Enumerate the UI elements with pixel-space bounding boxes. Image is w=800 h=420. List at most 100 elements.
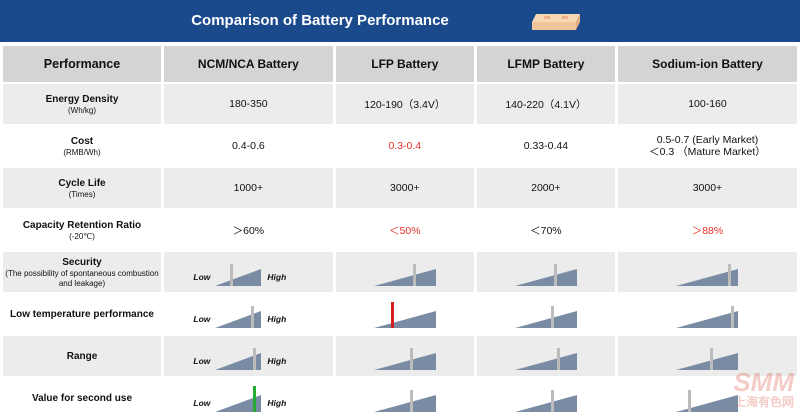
table-cell: 180-350 <box>164 84 333 124</box>
table-row: Low temperature performance Low High <box>3 294 797 334</box>
table-row: Security (The possibility of spontaneous … <box>3 252 797 292</box>
gauge-wedge <box>215 395 262 412</box>
gauge-wedge <box>514 311 577 328</box>
level-gauge: Low High <box>193 296 303 332</box>
table-cell-highlight: ＜50% <box>389 224 421 237</box>
gauge-wedge <box>373 353 436 370</box>
row-label: Range <box>3 336 161 376</box>
table-row: Energy Density (Wh/kg) 180-350 120-190（3.… <box>3 84 797 124</box>
row-label: Value for second use <box>3 378 161 418</box>
gauge-marker <box>551 306 555 328</box>
column-header-lfp: LFP Battery <box>335 46 474 82</box>
table-row: Range Low High <box>3 336 797 376</box>
table-cell: 140-220（4.1V） <box>476 84 615 124</box>
gauge-cell <box>476 252 615 292</box>
row-label: Capacity Retention Ratio (-20℃) <box>3 210 161 250</box>
row-label: Energy Density (Wh/kg) <box>3 84 161 124</box>
gauge-marker <box>731 306 735 328</box>
row-title: Capacity Retention Ratio <box>22 219 142 231</box>
gauge-low-label: Low <box>193 398 211 408</box>
gauge-wedge <box>215 269 262 286</box>
table-cell: 0.33-0.44 <box>523 140 569 152</box>
gauge-high-label: High <box>267 398 287 408</box>
gauge-marker <box>554 264 558 286</box>
gauge-low-label: Low <box>193 314 211 324</box>
level-gauge <box>360 380 450 416</box>
column-header-performance: Performance <box>3 46 161 82</box>
column-header-ncm: NCM/NCA Battery <box>164 46 333 82</box>
gauge-cell <box>335 336 474 376</box>
table-cell: 3000+ <box>617 168 797 208</box>
gauge-cell: Low High <box>164 252 333 292</box>
row-title: Cycle Life <box>58 177 106 189</box>
gauge-cell <box>336 378 474 418</box>
table-row: Cycle Life (Times) 1000+ 3000+ 2000+ 3000… <box>3 168 797 208</box>
gauge-cell <box>477 378 615 418</box>
level-gauge: Low High <box>193 338 303 374</box>
gauge-wedge <box>373 395 436 412</box>
gauge-wedge <box>514 353 577 370</box>
gauge-cell <box>335 252 474 292</box>
column-header-sodium: Sodium-ion Battery <box>617 46 797 82</box>
table-cell: 3000+ <box>335 168 474 208</box>
table-cell: ＞60% <box>232 224 265 237</box>
level-gauge <box>662 254 752 290</box>
gauge-cell <box>477 294 615 334</box>
table-cell: 0.4-0.6 <box>232 140 265 152</box>
table-row: Capacity Retention Ratio (-20℃) ＞60% ＜50%… <box>3 210 797 250</box>
table-cell: 100-160 <box>617 84 797 124</box>
cost-mature-market: ＜0.3 （Mature Market） <box>649 146 766 158</box>
row-title: Value for second use <box>31 392 133 404</box>
table-row: Cost (RMB/Wh) 0.4-0.6 0.3-0.4 0.33-0.44 0… <box>3 126 797 166</box>
gauge-wedge <box>373 269 436 286</box>
gauge-marker <box>557 348 561 370</box>
gauge-cell: Low High <box>164 294 333 334</box>
gauge-cell <box>618 378 797 418</box>
gauge-wedge <box>215 311 262 328</box>
level-gauge <box>662 338 752 374</box>
cost-early-market: 0.5-0.7 (Early Market) <box>656 134 759 146</box>
gauge-low-label: Low <box>193 272 211 282</box>
level-gauge <box>501 380 591 416</box>
level-gauge <box>662 380 752 416</box>
gauge-wedge <box>676 311 739 328</box>
table-cell: 1000+ <box>164 168 333 208</box>
gauge-wedge <box>215 353 262 370</box>
row-title: Cost <box>70 135 94 147</box>
row-unit: (RMB/Wh) <box>63 147 101 157</box>
row-unit: (The possibility of spontaneous combusti… <box>5 268 159 288</box>
gauge-wedge <box>514 269 577 286</box>
gauge-cell: Low High <box>164 336 333 376</box>
table-cell-highlight: 0.3-0.4 <box>388 140 422 152</box>
row-label: Low temperature performance <box>3 294 161 334</box>
gauge-cell <box>336 294 474 334</box>
row-unit: (-20℃) <box>69 231 95 241</box>
gauge-high-label: High <box>267 272 287 282</box>
gauge-wedge <box>676 353 739 370</box>
gauge-cell <box>617 336 797 376</box>
gauge-marker <box>409 390 413 412</box>
gauge-high-label: High <box>267 356 287 366</box>
level-gauge <box>360 338 450 374</box>
gauge-marker <box>551 390 555 412</box>
gauge-wedge <box>373 311 436 328</box>
gauge-marker <box>709 348 713 370</box>
gauge-cell <box>617 252 797 292</box>
page-title: Comparison of Battery Performance <box>191 12 449 29</box>
table-cell: 2000+ <box>476 168 615 208</box>
gauge-marker <box>253 348 257 370</box>
row-title: Security <box>62 256 102 268</box>
level-gauge: Low High <box>193 254 303 290</box>
table-cell: 0.5-0.7 (Early Market) ＜0.3 （Mature Marke… <box>618 126 797 166</box>
gauge-wedge <box>676 269 739 286</box>
gauge-wedge <box>514 395 577 412</box>
gauge-marker <box>687 390 691 412</box>
row-label: Cycle Life (Times) <box>3 168 161 208</box>
row-label: Security (The possibility of spontaneous … <box>3 252 161 292</box>
level-gauge <box>360 296 450 332</box>
gauge-cell <box>618 294 797 334</box>
level-gauge <box>501 296 591 332</box>
gauge-wedge <box>676 395 739 412</box>
level-gauge <box>501 338 591 374</box>
table-row: Value for second use Low High <box>3 378 797 418</box>
